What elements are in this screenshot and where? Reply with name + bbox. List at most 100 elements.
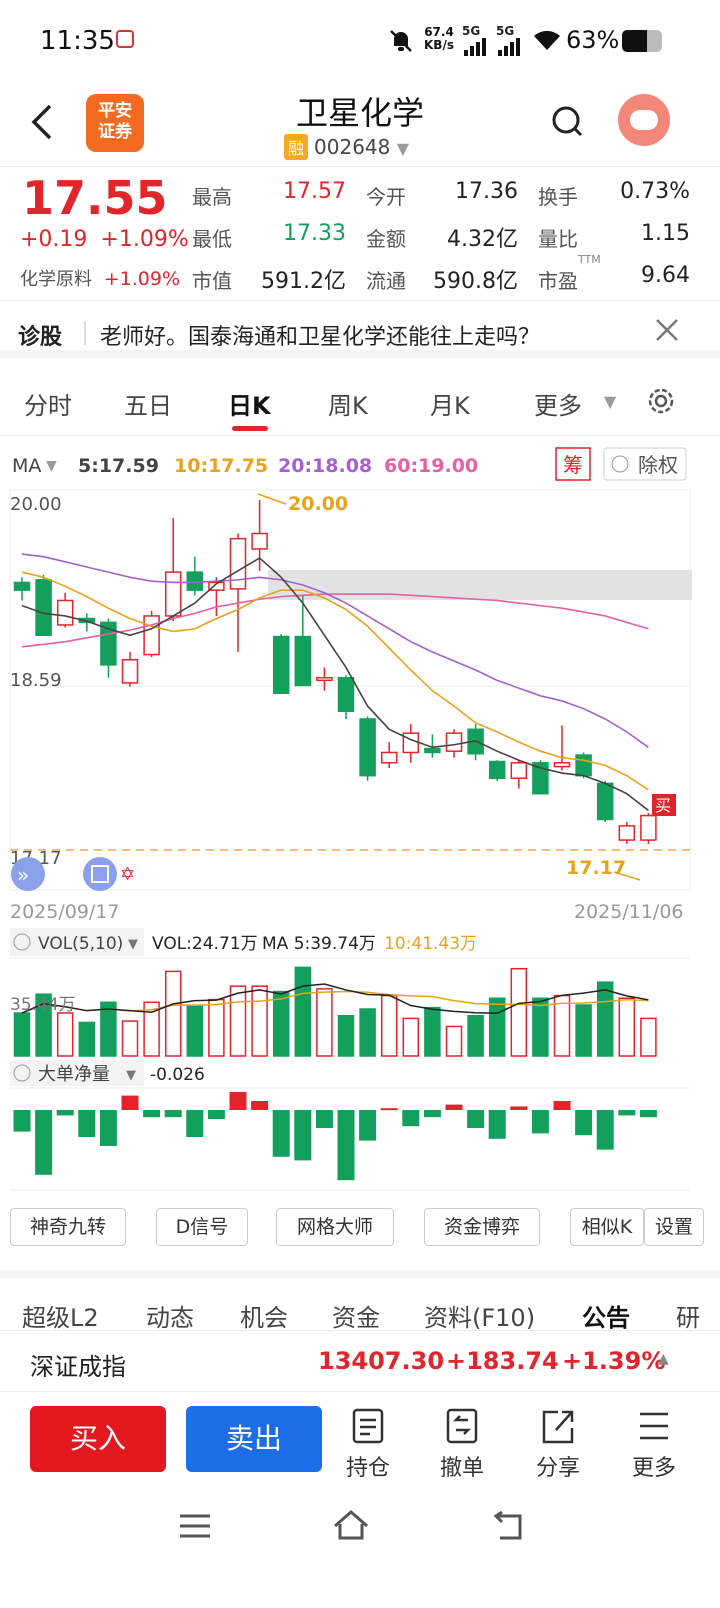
func-button-fund-game[interactable]: 资金博弈 [424, 1208, 540, 1246]
volume-bar [272, 990, 290, 1057]
tab-news-feed[interactable]: 动态 [146, 1304, 194, 1332]
big-order-bar [596, 1110, 614, 1150]
candle [359, 716, 376, 781]
candle [640, 813, 657, 844]
buy-signal-marker[interactable] [652, 794, 676, 816]
big-order-bar [294, 1110, 312, 1161]
volume-bar [100, 1001, 117, 1057]
func-button-settings[interactable]: 设置 [644, 1208, 704, 1246]
big-order-bar [229, 1092, 247, 1110]
fullscreen-button[interactable] [83, 857, 117, 891]
sell-button[interactable]: 卖出 [186, 1406, 322, 1472]
candle [164, 518, 182, 622]
ma-legend[interactable]: MA ▼ 5:17.59 10:17.75 20:18.08 60:19.00 [12, 455, 478, 477]
home-icon[interactable] [332, 1508, 370, 1542]
index-ticker[interactable]: 深证成指 13407.30 +183.74 +1.39% ▲ [0, 1330, 720, 1392]
battery-percent: 63% [566, 26, 620, 54]
tab-monthly-k[interactable]: 月K [430, 392, 470, 420]
func-button-d-signal[interactable]: D信号 [156, 1208, 248, 1246]
expand-panel-button[interactable] [11, 857, 45, 891]
tab-more[interactable]: 更多 [534, 392, 582, 420]
assistant-avatar[interactable] [618, 94, 670, 146]
ma60-legend: 60:19.00 [384, 455, 478, 477]
candle [380, 742, 398, 768]
sector-info[interactable]: 化学原料 +1.09% [20, 265, 180, 291]
func-button-nine-turns[interactable]: 神奇九转 [10, 1208, 126, 1246]
diagnosis-bar[interactable]: 诊股 老师好。国泰海通和卫星化学还能往上走吗？ [0, 300, 720, 358]
candle-body [359, 718, 376, 777]
cancel-order-button[interactable]: 撤单 [422, 1408, 502, 1482]
volume-bar [359, 1008, 376, 1057]
tab-weekly-k[interactable]: 周K [328, 392, 368, 420]
chip-button[interactable] [555, 447, 591, 481]
stat-value: 17.33 [283, 221, 346, 246]
candle [402, 724, 420, 763]
volume-bar [488, 997, 506, 1057]
stock-code-selector[interactable]: 融 002648 ▼ [284, 134, 409, 160]
signal-1-label: 5G [462, 24, 481, 38]
kline-chart[interactable]: MA ▼ 5:17.59 10:17.75 20:18.08 60:19.00 … [0, 440, 720, 1260]
stat-label: 市值 [192, 269, 232, 293]
tab-five-day[interactable]: 五日 [124, 392, 172, 420]
volume-bar [532, 997, 549, 1057]
tab-announcement[interactable]: 公告 [582, 1304, 630, 1332]
big-order-label: 大单净量 [38, 1064, 110, 1085]
tab-research[interactable]: 研 [676, 1304, 700, 1332]
candle-body [208, 581, 225, 591]
y-tick-mid: 18.59 [10, 670, 62, 691]
tab-opportunity[interactable]: 机会 [240, 1304, 288, 1332]
recent-apps-icon[interactable] [178, 1512, 212, 1540]
stat-value: 4.32亿 [447, 227, 518, 252]
index-percent: +1.39% [562, 1347, 666, 1375]
big-order-bar [78, 1110, 96, 1137]
back-icon[interactable] [490, 1510, 526, 1542]
gear-icon[interactable] [644, 384, 678, 418]
candle [56, 592, 74, 628]
close-icon[interactable] [654, 317, 680, 343]
change-value: +0.19 [20, 227, 88, 252]
caret-up-icon[interactable]: ▲ [658, 1351, 669, 1367]
tab-daily-k[interactable]: 日K [228, 392, 271, 420]
volume-bar [510, 967, 528, 1057]
broker-logo[interactable]: 平安 证券 [86, 94, 144, 152]
big-order-selector[interactable] [10, 1060, 144, 1086]
sector-change: +1.09% [103, 268, 181, 290]
candle-body [164, 571, 182, 617]
signal-bars-icon [464, 38, 486, 56]
func-button-similar-k[interactable]: 相似K [570, 1208, 644, 1246]
more-button[interactable]: 更多 [614, 1408, 694, 1482]
signal-bars-icon [498, 38, 520, 56]
candle [424, 734, 441, 758]
buy-button[interactable]: 买入 [30, 1406, 166, 1472]
ma20-legend: 20:18.08 [278, 455, 372, 477]
gear-small-icon[interactable]: ✡ [120, 864, 135, 885]
candle-body [143, 615, 160, 656]
logo-line1: 平安 [98, 101, 132, 121]
stat-value: 0.73% [620, 179, 690, 204]
candles-layer [13, 500, 657, 844]
ex-rights-button[interactable] [603, 447, 687, 481]
tab-capital[interactable]: 资金 [332, 1304, 380, 1332]
candle [35, 574, 52, 637]
volume-bar [294, 966, 312, 1057]
stat-label: 流通 [366, 269, 406, 293]
min-price-label: 17.17 [566, 857, 626, 879]
tab-f10[interactable]: 资料(F10) [424, 1304, 536, 1332]
big-order-bar [510, 1106, 528, 1110]
tab-super-l2[interactable]: 超级L2 [22, 1304, 99, 1332]
big-order-bar [56, 1110, 74, 1116]
tab-intraday[interactable]: 分时 [24, 392, 72, 420]
volume-bar [13, 1012, 31, 1057]
min-pointer [613, 871, 641, 881]
candle-body [294, 635, 312, 687]
share-button[interactable]: 分享 [518, 1408, 598, 1482]
volume-ma5: MA 5:39.74万 [262, 934, 376, 954]
holdings-button[interactable]: 持仓 [328, 1408, 408, 1482]
diagnosis-tag: 诊股 [18, 325, 63, 350]
back-arrow-icon[interactable] [28, 102, 58, 142]
search-icon[interactable] [550, 102, 586, 142]
stat-label: 换手 [538, 185, 578, 209]
func-button-grid-master[interactable]: 网格大师 [276, 1208, 394, 1246]
volume-indicator-selector[interactable] [10, 928, 144, 956]
x-start-date: 2025/09/17 [10, 901, 120, 923]
